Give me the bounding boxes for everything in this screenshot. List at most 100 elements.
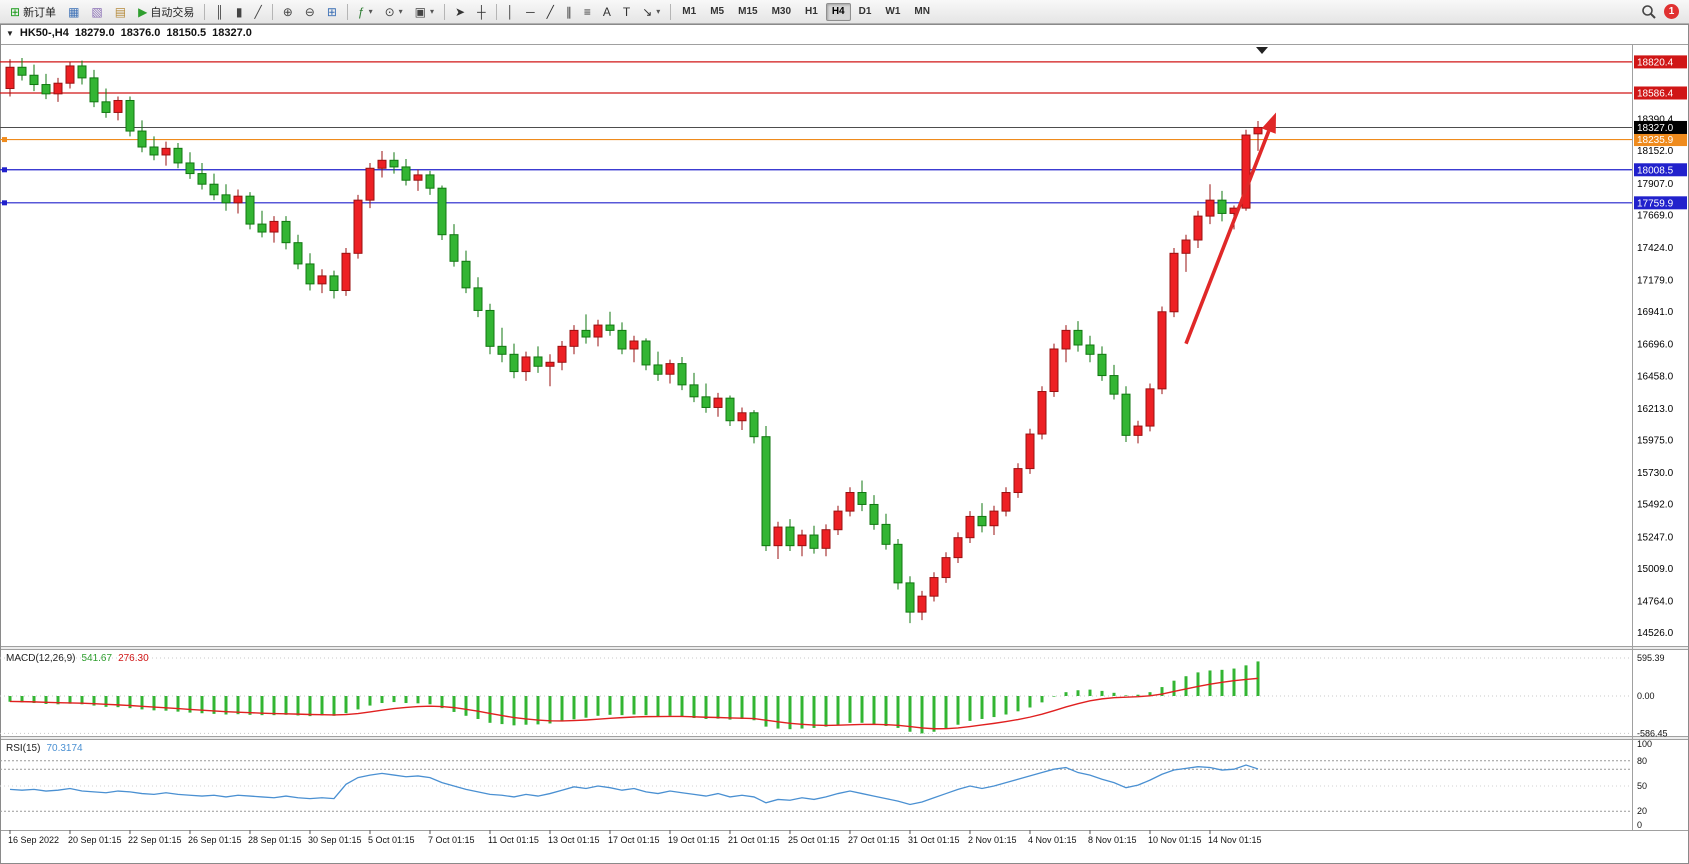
svg-text:25 Oct 01:15: 25 Oct 01:15 <box>788 835 840 845</box>
macd-signal-value: 276.30 <box>118 653 149 664</box>
search-icon <box>1642 4 1656 19</box>
line-chart-icon[interactable]: ╱ <box>249 1 266 22</box>
svg-text:18327.0: 18327.0 <box>1637 123 1674 134</box>
svg-text:14526.0: 14526.0 <box>1637 628 1674 639</box>
fibonacci-icon-glyph: ≡ <box>583 4 591 19</box>
search-button[interactable] <box>1641 4 1657 20</box>
timeframe-m15-button[interactable]: M15 <box>738 5 758 17</box>
svg-text:15009.0: 15009.0 <box>1637 564 1674 575</box>
svg-text:22 Sep 01:15: 22 Sep 01:15 <box>128 835 182 845</box>
hline-handle <box>2 167 7 173</box>
timeframe-m30-button[interactable]: M30 <box>771 5 792 17</box>
auto-trading-button-label: 自动交易 <box>150 6 195 19</box>
timeframe-mn-button[interactable]: MN <box>914 5 930 17</box>
svg-text:30 Sep 01:15: 30 Sep 01:15 <box>308 835 362 845</box>
svg-text:17424.0: 17424.0 <box>1637 243 1674 254</box>
macd-name: MACD(12,26,9) <box>6 653 76 664</box>
svg-text:17907.0: 17907.0 <box>1637 179 1674 190</box>
horizontal-line-icon[interactable]: ─ <box>521 1 540 22</box>
trendline-icon[interactable]: ╱ <box>542 1 559 22</box>
notification-badge[interactable]: 1 <box>1664 4 1679 19</box>
svg-text:20 Sep 01:15: 20 Sep 01:15 <box>68 835 122 845</box>
svg-text:15975.0: 15975.0 <box>1637 436 1674 447</box>
candlestick-chart-icon-glyph: ▮ <box>235 4 243 19</box>
svg-text:13 Oct 01:15: 13 Oct 01:15 <box>548 835 600 845</box>
svg-text:18586.4: 18586.4 <box>1637 88 1674 99</box>
candlestick-series <box>5 57 1263 624</box>
horizontal-lines[interactable] <box>0 61 1632 206</box>
svg-text:14 Nov 01:15: 14 Nov 01:15 <box>1208 835 1262 845</box>
dropdown-arrow-icon[interactable]: ▾ <box>398 7 403 16</box>
zoom-out-icon[interactable]: ⊖ <box>300 1 320 22</box>
low-value: 18150.5 <box>166 27 207 39</box>
indicators-icon[interactable]: ƒ ▾ <box>353 1 378 22</box>
templates-icon[interactable]: ▣ ▾ <box>410 1 439 22</box>
auto-trading-button[interactable]: ▶ 自动交易 <box>133 1 199 22</box>
new-order-button-label: 新订单 <box>23 6 57 19</box>
svg-text:15492.0: 15492.0 <box>1637 500 1674 511</box>
rsi-line <box>9 764 1259 806</box>
data-window-icon[interactable]: ▤ <box>110 1 131 22</box>
hline-handle <box>2 200 7 206</box>
chart-frame <box>0 24 1689 864</box>
vertical-line-icon-glyph: │ <box>506 4 515 19</box>
svg-text:595.39: 595.39 <box>1637 653 1665 663</box>
svg-text:16696.0: 16696.0 <box>1637 340 1674 351</box>
close-value: 18327.0 <box>212 27 252 39</box>
channel-icon[interactable]: ∥ <box>561 1 577 22</box>
time-axis[interactable]: 16 Sep 2022 20 Sep 01:15 22 Sep 01:15 26 Se… <box>8 830 1262 845</box>
candlestick-chart-icon[interactable]: ▮ <box>231 1 248 22</box>
svg-text:17669.0: 17669.0 <box>1637 210 1674 221</box>
text-label-icon[interactable]: T <box>618 1 635 22</box>
timeframe-m1-button[interactable]: M1 <box>682 5 697 17</box>
svg-text:2 Nov 01:15: 2 Nov 01:15 <box>968 835 1017 845</box>
cursor-icon-glyph: ➤ <box>455 4 466 19</box>
dropdown-arrow-icon[interactable]: ▾ <box>368 7 373 16</box>
price-axis[interactable]: 18390.4 18152.0 17907.0 17669.0 17424.0 17179… <box>1634 55 1687 639</box>
profiles-icon[interactable]: ▧ <box>86 1 107 22</box>
arrows-icon[interactable]: ↘ ▾ <box>637 1 665 22</box>
chart-canvas[interactable]: 18390.4 18152.0 17907.0 17669.0 17424.0 17179… <box>0 24 1689 864</box>
dropdown-arrow-icon[interactable]: ▾ <box>656 7 661 16</box>
rsi-name: RSI(15) <box>6 743 41 754</box>
toolbar-separator <box>204 3 206 20</box>
arrows-icon-glyph: ↘ <box>642 4 653 19</box>
dropdown-arrow-icon[interactable]: ▾ <box>430 7 435 16</box>
timeframe-w1-button[interactable]: W1 <box>885 5 901 17</box>
bar-chart-icon[interactable]: ║ <box>210 1 229 22</box>
toolbar-separator <box>271 3 273 20</box>
vertical-line-icon[interactable]: │ <box>502 1 520 22</box>
new-order-button[interactable]: ⊞ 新订单 <box>5 1 61 22</box>
svg-text:80: 80 <box>1637 756 1647 766</box>
charts-grid-icon[interactable]: ▦ <box>63 1 84 22</box>
chart-menu-triangle-icon[interactable]: ▼ <box>6 28 14 38</box>
cursor-icon[interactable]: ➤ <box>450 1 470 22</box>
toolbar-buttons: ⊞ 新订单 ▦ ▧ ▤ ▶ 自动交易 ║ ▮ ╱ ⊕ ⊖ ⊞ ƒ ▾ ⊙ ▾ ▣ ▾ ➤ ┼ │ ─ ╱ ∥ ≡ A T ↘ ▾ <box>4 1 675 22</box>
crosshair-icon[interactable]: ┼ <box>472 1 491 22</box>
channel-icon-glyph: ∥ <box>565 4 572 19</box>
timeframe-h4-button[interactable]: H4 <box>825 2 851 21</box>
timeframe-m5-button[interactable]: M5 <box>710 5 725 17</box>
text-icon[interactable]: A <box>598 1 616 22</box>
rsi-label: RSI(15) 70.3174 <box>6 743 83 754</box>
horizontal-line-icon-glyph: ─ <box>526 4 535 19</box>
zoom-in-icon[interactable]: ⊕ <box>278 1 298 22</box>
svg-text:0: 0 <box>1637 820 1642 830</box>
svg-text:8 Nov 01:15: 8 Nov 01:15 <box>1088 835 1137 845</box>
svg-text:26 Sep 01:15: 26 Sep 01:15 <box>188 835 242 845</box>
profiles-icon-glyph: ▧ <box>91 4 103 19</box>
zoom-in-icon-glyph: ⊕ <box>282 4 293 19</box>
periods-icon[interactable]: ⊙ ▾ <box>380 1 408 22</box>
tile-windows-icon[interactable]: ⊞ <box>322 1 342 22</box>
trend-arrow[interactable] <box>1184 112 1276 345</box>
data-window-icon-glyph: ▤ <box>114 4 127 19</box>
svg-text:28 Sep 01:15: 28 Sep 01:15 <box>248 835 302 845</box>
fibonacci-icon[interactable]: ≡ <box>579 1 596 22</box>
timeframe-d1-button[interactable]: D1 <box>858 5 872 17</box>
templates-icon-glyph: ▣ <box>414 4 426 19</box>
hline-handle <box>2 137 7 143</box>
svg-text:17 Oct 01:15: 17 Oct 01:15 <box>608 835 660 845</box>
timeframe-h1-button[interactable]: H1 <box>805 5 818 17</box>
svg-text:50: 50 <box>1637 781 1647 791</box>
